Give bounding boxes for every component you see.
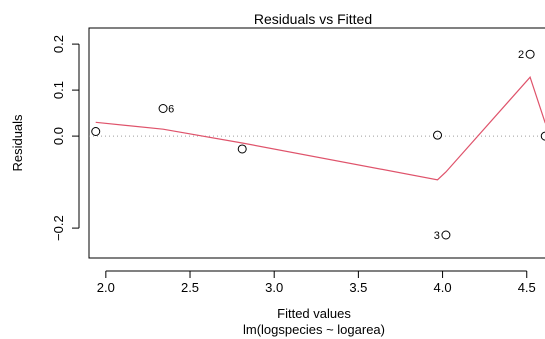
x-tick-label: 4.0 bbox=[434, 280, 452, 295]
y-tick-label: −0.2 bbox=[51, 215, 66, 241]
data-point bbox=[540, 131, 545, 141]
chart-subtitle: lm(logspecies ~ logarea) bbox=[243, 322, 385, 337]
x-axis-label: Fitted values bbox=[277, 306, 351, 321]
point-label: 3 bbox=[434, 230, 440, 242]
y-axis-label: Residuals bbox=[10, 114, 25, 172]
x-tick-label: 3.0 bbox=[265, 280, 283, 295]
x-tick-label: 4.5 bbox=[518, 280, 536, 295]
data-point bbox=[158, 104, 168, 113]
y-axis: −0.2 0.0 0.1 0.2 bbox=[51, 35, 80, 241]
data-point bbox=[237, 144, 247, 154]
x-axis: 2.0 2.5 3.0 3.5 4.0 4.5 bbox=[97, 270, 536, 295]
data-point bbox=[525, 49, 535, 59]
data-point bbox=[441, 230, 451, 240]
points-group: 6 3 2 bbox=[91, 49, 545, 242]
y-tick-label: 0.2 bbox=[51, 35, 66, 53]
y-tick-label: 0.1 bbox=[51, 81, 66, 99]
point-label: 2 bbox=[518, 49, 524, 61]
plot-frame bbox=[88, 27, 545, 259]
smoother-line bbox=[95, 76, 545, 181]
data-point bbox=[433, 130, 443, 140]
x-tick-label: 3.5 bbox=[349, 280, 367, 295]
smoother-group bbox=[95, 76, 545, 181]
x-tick-label: 2.0 bbox=[97, 280, 115, 295]
y-tick-label: 0.0 bbox=[51, 127, 66, 145]
x-tick-label: 2.5 bbox=[181, 280, 199, 295]
data-point bbox=[91, 127, 101, 136]
point-label: 6 bbox=[168, 104, 174, 116]
chart-title: Residuals vs Fitted bbox=[254, 11, 372, 27]
